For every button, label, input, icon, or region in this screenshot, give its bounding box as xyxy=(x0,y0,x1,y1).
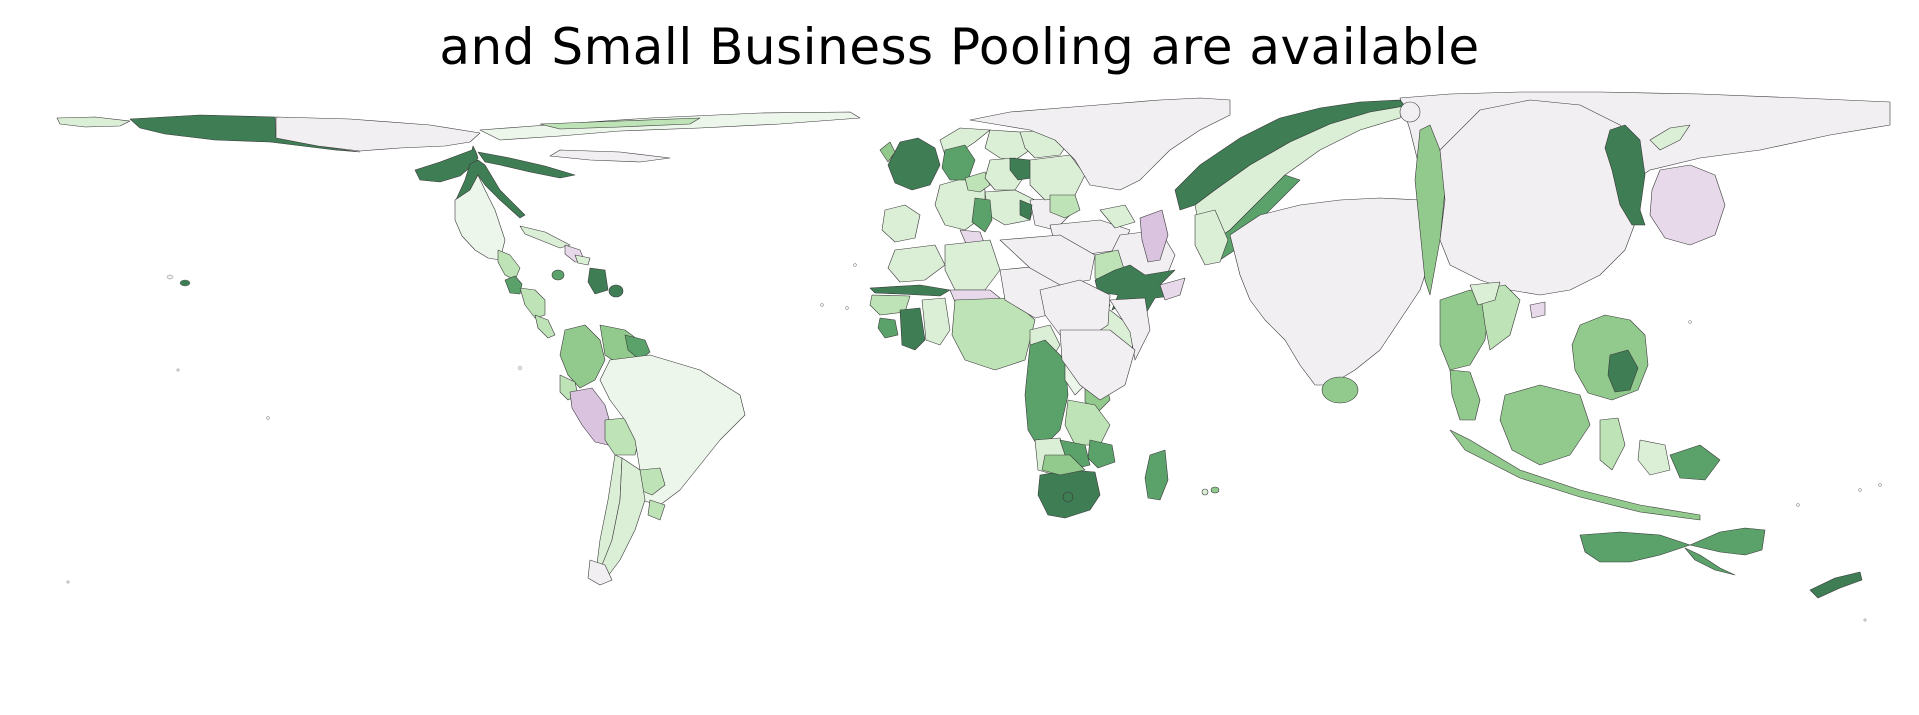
arctic-islands xyxy=(479,111,861,141)
bangladesh-wedge xyxy=(1414,124,1446,296)
algeria xyxy=(944,239,1001,291)
speck xyxy=(176,368,180,372)
brazil xyxy=(599,354,746,506)
sri-lanka xyxy=(1321,376,1359,404)
jamaica xyxy=(551,269,565,281)
central-america-1 xyxy=(497,249,521,281)
china xyxy=(1439,99,1641,296)
caucasus xyxy=(1099,204,1136,229)
arctic-islands-2 xyxy=(549,149,671,163)
netherlands-belgium xyxy=(964,171,991,193)
ivory-coast xyxy=(921,297,951,346)
mozambique xyxy=(1087,439,1116,469)
borneo xyxy=(1499,384,1591,466)
speck xyxy=(853,263,857,267)
costa-rica xyxy=(534,314,556,339)
uruguay xyxy=(647,499,666,521)
greenland xyxy=(539,117,701,130)
middle-east-south-asia xyxy=(1049,99,1726,404)
greece-slice xyxy=(1019,199,1033,221)
guinea xyxy=(877,317,899,339)
japan-islands xyxy=(1649,124,1691,151)
cuba xyxy=(519,225,571,249)
lesotho xyxy=(1062,491,1074,503)
australia-east xyxy=(1689,527,1766,556)
mongolia-ring xyxy=(1399,101,1421,123)
ireland xyxy=(879,141,896,163)
mauritania-dark-strip xyxy=(869,284,951,297)
somalia xyxy=(1109,297,1151,361)
pacific-island-2 xyxy=(166,274,174,280)
speck xyxy=(518,366,522,370)
usa-bowtie-east xyxy=(477,151,576,179)
canada-west xyxy=(129,114,361,153)
speck xyxy=(845,306,849,310)
speck xyxy=(1858,488,1862,492)
haiti-dr xyxy=(587,267,609,295)
drc xyxy=(1024,339,1069,451)
mexico xyxy=(454,174,506,261)
chad-pale xyxy=(1059,329,1136,401)
speck xyxy=(1863,618,1867,622)
philippines-ring-dark xyxy=(1607,349,1639,393)
sumatra-java-strip xyxy=(1449,429,1701,521)
australia-south-fan xyxy=(1684,547,1736,576)
spain-portugal xyxy=(881,204,921,243)
japan xyxy=(1604,124,1646,226)
alaska xyxy=(56,116,131,128)
sierra-leone-liberia xyxy=(899,307,926,351)
speck xyxy=(1688,320,1692,324)
canada-north xyxy=(275,116,481,152)
germany xyxy=(941,144,976,181)
africa xyxy=(869,234,1220,519)
new-zealand xyxy=(1809,571,1863,599)
bahamas xyxy=(574,254,591,266)
speck xyxy=(66,580,70,584)
uk xyxy=(887,137,941,191)
islands-specks xyxy=(66,263,1882,622)
north-america xyxy=(56,111,861,339)
australia-west xyxy=(1579,531,1691,563)
pacific-island-1 xyxy=(179,279,191,287)
colombia xyxy=(559,324,606,389)
purple-oman xyxy=(1139,209,1169,263)
puerto-rico xyxy=(608,284,624,298)
guatemala xyxy=(504,275,523,295)
india xyxy=(1229,197,1441,386)
madagascar xyxy=(1144,449,1169,501)
taiwan xyxy=(1529,301,1546,319)
czech xyxy=(1009,157,1033,181)
new-guinea xyxy=(1669,444,1721,481)
speck xyxy=(1796,503,1800,507)
morocco xyxy=(887,244,946,283)
russia-west xyxy=(969,97,1231,191)
papua-purple-pale xyxy=(1637,439,1671,476)
patagonia-fringe xyxy=(587,559,613,586)
korea-purple xyxy=(1649,164,1726,246)
map-title: and Small Business Pooling are available xyxy=(439,18,1480,76)
argentina xyxy=(599,457,646,581)
malaysia xyxy=(1449,369,1481,421)
yemen xyxy=(1159,277,1186,301)
romania xyxy=(1049,194,1081,219)
speck xyxy=(266,416,270,420)
namibia-botswana xyxy=(1041,454,1086,476)
usa-bowtie-west xyxy=(414,145,479,183)
libya-egypt xyxy=(999,234,1096,286)
reunion xyxy=(1201,488,1209,496)
speck xyxy=(820,303,824,307)
south-america xyxy=(559,324,746,586)
laos-cambodia xyxy=(1469,281,1501,306)
honduras xyxy=(519,287,546,319)
speck xyxy=(1878,483,1882,487)
italy xyxy=(971,197,993,233)
pakistan xyxy=(1194,209,1229,266)
mauritius xyxy=(1210,486,1220,494)
southeast-asia-oceania xyxy=(166,274,1863,599)
sulawesi xyxy=(1599,417,1626,471)
